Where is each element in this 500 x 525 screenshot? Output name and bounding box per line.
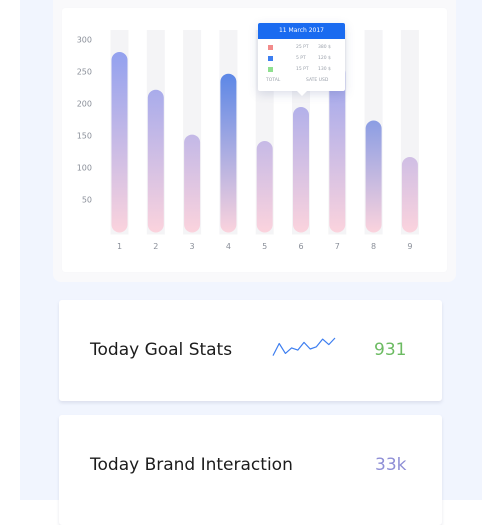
tooltip-row: 25 PT 380 $ xyxy=(268,44,340,52)
chart-panel: 50 100 150 200 250 300 1 2 3 4 5 6 7 8 9 xyxy=(62,8,447,272)
y-tick-label: 100 xyxy=(77,164,92,173)
goal-stats-label: Today Goal Stats xyxy=(90,340,233,360)
bar xyxy=(293,107,309,233)
tooltip-points: 25 PT xyxy=(296,45,309,50)
brand-interaction-label: Today Brand Interaction xyxy=(90,455,293,475)
x-tick-label: 7 xyxy=(335,242,340,251)
tooltip-amount: 380 $ xyxy=(318,45,331,50)
bar xyxy=(184,134,201,233)
x-tick-label: 8 xyxy=(371,242,376,251)
tooltip-footer: TOTAL SATE USD xyxy=(266,78,341,83)
bar xyxy=(147,89,164,233)
goal-stats-card[interactable]: Today Goal Stats 931 xyxy=(59,300,442,401)
tooltip-swatch xyxy=(268,45,273,50)
goal-stats-sparkline xyxy=(272,337,336,356)
tooltip-currency-label: SATE USD xyxy=(306,78,329,83)
bar xyxy=(365,120,382,233)
bar xyxy=(329,64,346,233)
goal-stats-value: 931 xyxy=(374,340,407,360)
y-tick-label: 150 xyxy=(77,132,92,141)
x-tick-label: 6 xyxy=(298,242,303,251)
x-tick-label: 4 xyxy=(226,242,231,251)
brand-interaction-card[interactable]: Today Brand Interaction 33k xyxy=(59,415,442,525)
y-tick-label: 250 xyxy=(77,68,92,77)
bar xyxy=(111,52,128,233)
bar xyxy=(256,140,273,233)
tooltip-points: 15 PT xyxy=(296,67,309,72)
x-tick-label: 2 xyxy=(153,242,158,251)
tooltip-row: 15 PT 130 $ xyxy=(268,66,340,74)
brand-interaction-value: 33k xyxy=(375,455,407,475)
tooltip-points: 5 PT xyxy=(296,56,306,61)
x-tick-label: 3 xyxy=(190,242,195,251)
chart-tooltip: 11 March 2017 25 PT 380 $ 5 PT 120 $ 15 … xyxy=(258,23,345,96)
tooltip-swatch xyxy=(268,56,273,61)
x-tick-label: 5 xyxy=(262,242,267,251)
tooltip-amount: 120 $ xyxy=(318,56,331,61)
tooltip-total-label: TOTAL xyxy=(266,78,281,83)
y-tick-label: 50 xyxy=(82,196,92,205)
bar xyxy=(401,156,418,233)
tooltip-row: 5 PT 120 $ xyxy=(268,55,340,63)
bar-chart: 50 100 150 200 250 300 1 2 3 4 5 6 7 8 9 xyxy=(77,30,419,251)
y-tick-label: 300 xyxy=(77,36,92,45)
tooltip-swatch xyxy=(268,67,273,72)
x-tick-label: 9 xyxy=(407,242,412,251)
tooltip-date: 11 March 2017 xyxy=(258,23,345,39)
y-tick-label: 200 xyxy=(77,100,92,109)
tooltip-caret xyxy=(297,91,307,96)
x-tick-label: 1 xyxy=(117,242,122,251)
bar xyxy=(220,73,237,233)
tooltip-amount: 130 $ xyxy=(318,67,331,72)
